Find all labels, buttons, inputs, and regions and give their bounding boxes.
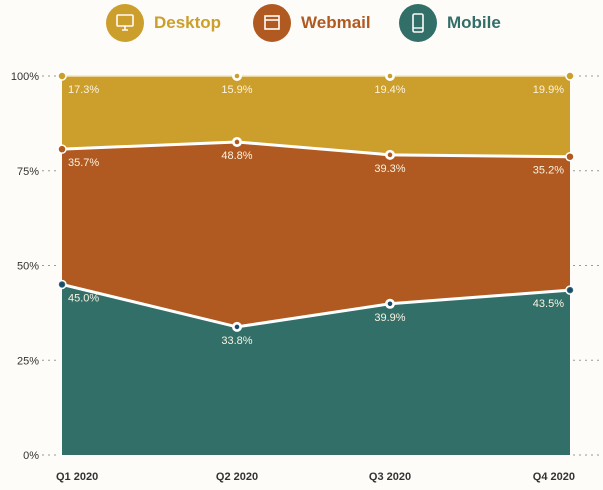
x-tick-label: Q3 2020	[369, 471, 411, 483]
x-tick-label: Q2 2020	[216, 471, 258, 483]
y-tick-label: 0%	[23, 450, 39, 462]
desktop-monitor-icon	[106, 4, 144, 42]
boundary-line	[61, 282, 571, 329]
browser-window-icon	[253, 4, 291, 42]
boundary-line	[61, 140, 571, 159]
legend-desktop: Desktop	[106, 4, 221, 42]
data-label: 33.8%	[221, 335, 252, 347]
data-label: 43.5%	[533, 298, 564, 310]
data-point-center	[387, 301, 393, 307]
x-tick-label: Q1 2020	[56, 471, 98, 483]
area-desktop	[62, 76, 570, 157]
data-point-center	[59, 282, 65, 287]
data-label: 35.7%	[68, 157, 99, 169]
data-label: 19.4%	[374, 84, 405, 96]
legend-mobile: Mobile	[399, 4, 501, 42]
data-label: 39.3%	[374, 163, 405, 175]
data-point-center	[59, 146, 65, 152]
legend-label: Webmail	[301, 13, 371, 32]
data-label: 39.9%	[374, 312, 405, 324]
data-label: 17.3%	[68, 84, 99, 96]
data-point-center	[567, 154, 573, 160]
mobile-phone-icon	[399, 4, 437, 42]
data-point-center	[387, 152, 393, 158]
x-tick-label: Q4 2020	[533, 471, 575, 483]
data-label: 48.8%	[221, 150, 252, 162]
data-label: 45.0%	[68, 292, 99, 304]
legend-label: Mobile	[447, 13, 501, 32]
y-tick-label: 100%	[11, 71, 39, 83]
legend-label: Desktop	[154, 13, 222, 32]
data-label: 15.9%	[221, 84, 252, 96]
data-point-center	[59, 73, 65, 79]
area-mobile	[62, 284, 570, 455]
data-point-center	[234, 324, 240, 330]
area-webmail	[62, 141, 570, 327]
data-label: 19.9%	[533, 84, 564, 96]
data-point-center	[234, 73, 240, 79]
data-point-center	[567, 287, 573, 293]
data-point-center	[567, 73, 573, 79]
y-tick-label: 50%	[17, 261, 39, 273]
data-label: 35.2%	[533, 165, 564, 177]
data-point-center	[387, 73, 393, 79]
data-point-center	[234, 139, 240, 145]
y-tick-label: 75%	[17, 166, 39, 178]
legend-webmail: Webmail	[253, 4, 371, 42]
y-tick-label: 25%	[17, 355, 39, 367]
